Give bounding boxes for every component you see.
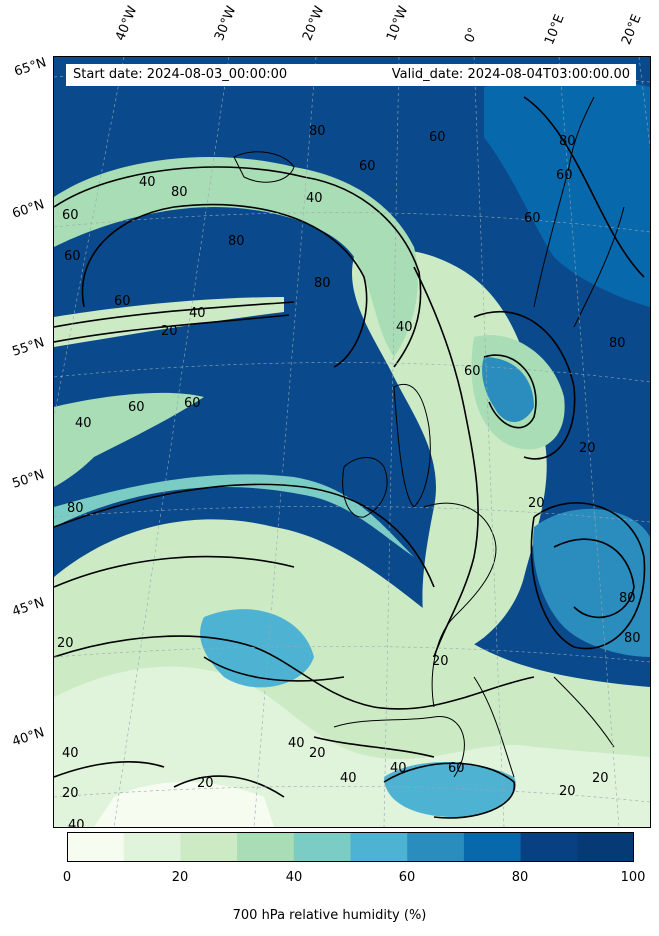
contour-label: 40: [396, 320, 413, 335]
contour-label: 40: [306, 191, 323, 206]
date-info-bar: Start date: 2024-08-03_00:00:00 Valid_da…: [66, 64, 636, 86]
lon-label-20e: 20°E: [619, 12, 645, 47]
colorbar-segment: [237, 832, 295, 862]
contour-label: 60: [556, 168, 573, 183]
lat-label-60n: 60°N: [10, 197, 47, 222]
contour-label: 20: [62, 786, 79, 801]
contour-label: 40: [139, 175, 156, 190]
contour-label: 20: [559, 784, 576, 799]
contour-label: 20: [528, 496, 545, 511]
contour-label: 60: [359, 159, 376, 174]
region-northeast: [484, 79, 650, 307]
colorbar-segment: [520, 832, 578, 862]
lat-label-40n: 40°N: [10, 725, 47, 750]
colorbar-tick-80: 80: [511, 870, 529, 885]
colorbar-segment: [123, 832, 181, 862]
colorbar-tick-20: 20: [171, 870, 189, 885]
colorbar-label: 700 hPa relative humidity (%): [232, 908, 427, 923]
region-very-dry: [94, 782, 274, 827]
valid-date-label: Valid_date: 2024-08-04T03:00:00.00: [391, 67, 630, 82]
contour-label: 60: [114, 294, 131, 309]
region-west-pocket: [54, 392, 204, 487]
map-panel[interactable]: 80 60 40 80 60 40 80 60 20 40 60 60 40 80 60 80 60 40 60 20…: [53, 56, 651, 828]
humidity-map: 80 60 40 80 60 40 80 60 20 40 60 60 40 80 60 80 60 40 60 20…: [54, 57, 650, 827]
colorbar: [67, 832, 634, 862]
contour-label: 20: [432, 654, 449, 669]
colorbar-segment: [407, 832, 465, 862]
contour-label: 60: [62, 208, 79, 223]
colorbar-tick-40: 40: [285, 870, 303, 885]
contour-label: 80: [171, 185, 188, 200]
region-north-arc: [54, 157, 418, 357]
colorbar-tick-60: 60: [398, 870, 416, 885]
lat-label-50n: 50°N: [10, 467, 47, 492]
contour-label: 60: [64, 249, 81, 264]
contour-label-layer: 80 60 40 80 60 40 80 60 20 40 60 60 40 80 60 80 60 40 60 20…: [57, 124, 641, 827]
region-east-humid-ring: [533, 508, 650, 657]
contour-lines: [54, 96, 646, 819]
contour-label: 20: [161, 324, 178, 339]
region-north-tongue: [54, 297, 284, 347]
start-date-label: Start date: 2024-08-03_00:00:00: [73, 67, 288, 82]
contour-label: 80: [309, 124, 326, 139]
colorbar-tick-0: 0: [62, 870, 72, 885]
contour-label: 20: [309, 746, 326, 761]
colorbar-segment: [463, 832, 522, 862]
contour-label: 80: [624, 631, 641, 646]
contour-label: 40: [288, 736, 305, 751]
region-mid-south-patch: [384, 762, 516, 817]
lon-label-10e: 10°E: [542, 12, 568, 47]
lat-label-65n: 65°N: [12, 55, 49, 80]
contour-label: 60: [448, 761, 465, 776]
contour-label: 60: [128, 400, 145, 415]
colorbar-tick-100: 100: [620, 870, 646, 885]
lon-label-0: 0°: [462, 25, 482, 45]
contour-label: 80: [67, 501, 84, 516]
lon-label-40w: 40°W: [113, 4, 141, 43]
lon-label-10w: 10°W: [384, 4, 412, 43]
contour-label: 40: [390, 761, 407, 776]
contour-label: 80: [314, 276, 331, 291]
coastlines: [233, 96, 625, 778]
contour-label: 60: [429, 130, 446, 145]
contour-label: 60: [184, 396, 201, 411]
contour-label: 20: [57, 636, 74, 651]
contour-label: 80: [619, 591, 636, 606]
contour-label: 40: [75, 416, 92, 431]
contour-label: 20: [197, 776, 214, 791]
contour-label: 60: [524, 211, 541, 226]
contour-label: 80: [228, 234, 245, 249]
lat-label-45n: 45°N: [10, 595, 47, 620]
colorbar-segment: [293, 832, 351, 862]
region-mid-band: [54, 474, 414, 557]
graticule: [54, 57, 650, 827]
contour-label: 20: [579, 441, 596, 456]
colorbar-segment: [350, 832, 408, 862]
colorbar-segment: [577, 832, 634, 862]
contour-label: 40: [62, 746, 79, 761]
colorbar-border: [67, 832, 634, 862]
contour-label: 60: [464, 364, 481, 379]
contour-label: 80: [559, 134, 576, 149]
contour-label: 40: [189, 306, 206, 321]
colorbar-segment: [180, 832, 238, 862]
contour-label: 20: [592, 771, 609, 786]
colorbar-segment: [67, 832, 125, 862]
contour-label: 40: [68, 818, 85, 827]
contour-label: 80: [609, 336, 626, 351]
lat-label-55n: 55°N: [10, 335, 47, 360]
lon-label-20w: 20°W: [300, 4, 328, 43]
region-central-humid: [482, 357, 534, 422]
contour-label: 40: [340, 771, 357, 786]
lon-label-30w: 30°W: [212, 4, 240, 43]
